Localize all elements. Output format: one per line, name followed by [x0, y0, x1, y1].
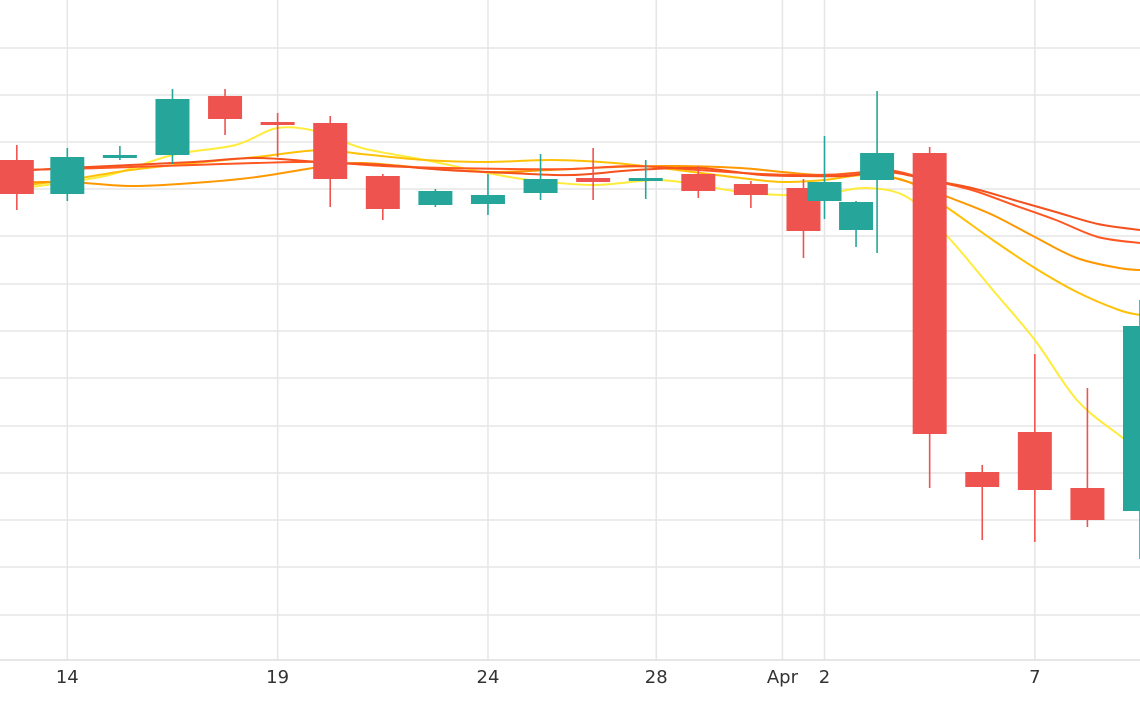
moving-averages-layer — [0, 126, 1140, 451]
x-tick-label-0: 14 — [56, 667, 79, 688]
candle-body-1 — [50, 157, 85, 194]
candle-19 — [912, 147, 947, 488]
candle-body-23 — [1123, 326, 1140, 511]
candle-3 — [155, 89, 190, 164]
x-tick-label-5: 2 — [819, 667, 830, 688]
x-axis: 14 19 24 28 Apr 2 7 — [56, 667, 1041, 688]
candle-6 — [313, 116, 348, 207]
x-tick-label-3: 28 — [645, 667, 668, 688]
candle-body-11 — [576, 178, 611, 182]
candle-body-20 — [965, 472, 1000, 487]
candle-body-8 — [418, 191, 453, 205]
candle-15 — [786, 179, 821, 258]
x-tick-label-1: 19 — [266, 667, 289, 688]
candle-20 — [965, 465, 1000, 540]
candle-body-21 — [1017, 432, 1052, 490]
candle-2 — [102, 146, 137, 160]
candle-10 — [523, 154, 558, 200]
candle-13 — [681, 166, 716, 198]
candle-12 — [628, 160, 663, 199]
candle-body-2 — [102, 155, 137, 158]
candle-body-10 — [523, 179, 558, 193]
x-tick-label-4: Apr — [767, 667, 799, 688]
candle-4 — [208, 89, 243, 135]
candle-body-19 — [912, 153, 947, 434]
candle-18 — [860, 91, 895, 253]
candle-9 — [470, 174, 505, 215]
candle-body-14 — [733, 184, 768, 195]
candle-body-12 — [628, 178, 663, 181]
candles-layer — [0, 89, 1140, 559]
candle-14 — [733, 181, 768, 208]
candle-body-0 — [0, 160, 34, 194]
candle-body-16 — [839, 202, 874, 230]
candle-16 — [839, 201, 874, 247]
candle-body-3 — [155, 99, 190, 155]
candle-21 — [1017, 354, 1052, 542]
moving-average-line-3 — [0, 160, 1140, 244]
candle-5 — [260, 113, 295, 157]
candle-0 — [0, 145, 34, 210]
candle-11 — [576, 148, 611, 200]
candle-body-4 — [208, 96, 243, 119]
candle-body-13 — [681, 174, 716, 191]
candle-22 — [1070, 388, 1105, 527]
candle-body-22 — [1070, 488, 1105, 520]
moving-average-line-2 — [0, 161, 1140, 271]
candle-23 — [1123, 300, 1140, 559]
candle-body-5 — [260, 122, 295, 125]
candle-1 — [50, 148, 85, 201]
x-tick-label-6: 7 — [1029, 667, 1040, 688]
grid-layer — [0, 0, 1140, 661]
candle-body-9 — [470, 195, 505, 204]
candle-body-18 — [860, 153, 895, 180]
x-tick-label-2: 24 — [477, 667, 500, 688]
candle-body-17 — [807, 182, 842, 201]
candle-17 — [807, 136, 842, 219]
candle-body-7 — [365, 176, 400, 209]
candle-8 — [418, 189, 453, 207]
candle-7 — [365, 174, 400, 220]
moving-average-line-4 — [0, 156, 1140, 231]
candle-body-6 — [313, 123, 348, 179]
